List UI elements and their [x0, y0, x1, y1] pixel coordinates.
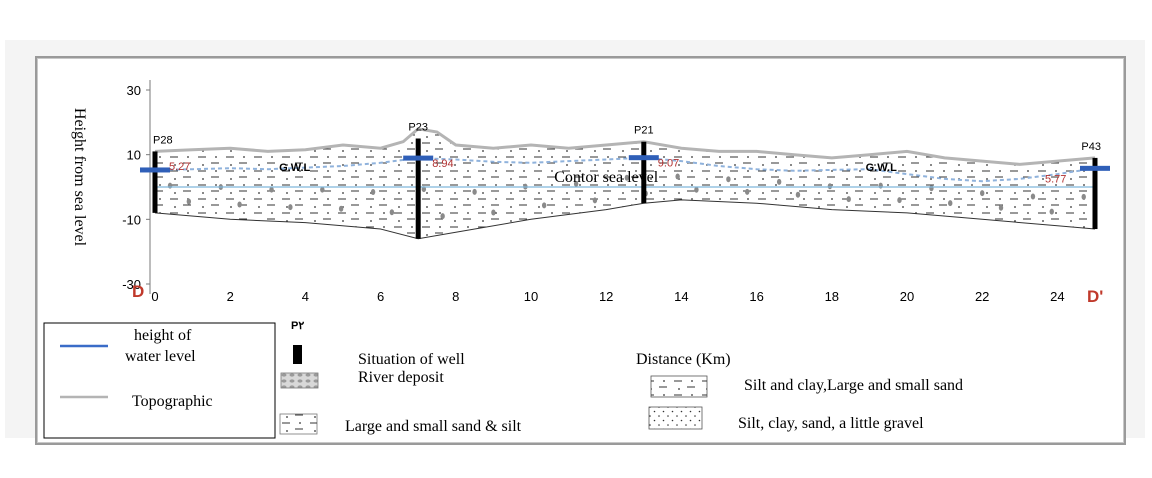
gravel-mark — [541, 202, 547, 209]
gravel-mark — [1049, 208, 1054, 215]
legend-river-deposit-swatch — [280, 372, 319, 389]
legend-well-symbol-label: P٢ — [291, 320, 304, 332]
legend-water-level-label: height of water level — [125, 327, 196, 365]
gravel-mark — [491, 209, 496, 216]
x-tick-label: 6 — [377, 289, 384, 304]
gravel-mark — [1030, 193, 1036, 200]
x-tick-label: 2 — [227, 289, 234, 304]
x-tick-label: 18 — [825, 289, 839, 304]
x-tick-label: 16 — [749, 289, 763, 304]
water-level-line — [154, 156, 1096, 183]
well-p21 — [641, 141, 647, 204]
gravel-mark — [472, 188, 477, 195]
gravel-mark — [237, 201, 242, 208]
gravel-mark — [726, 176, 731, 183]
section-bottom-line — [154, 199, 1096, 240]
topographic-line — [154, 127, 1096, 166]
gravel-mark — [998, 204, 1004, 211]
water-level-value: 5.27 — [169, 161, 190, 173]
gravel-mark — [338, 205, 344, 212]
well-name-label: P28 — [153, 134, 173, 146]
gravel-mark — [980, 190, 985, 197]
gravel-mark — [573, 180, 579, 187]
legend-well-label: Situation of well — [358, 351, 465, 368]
gravel-mark — [370, 189, 376, 196]
section-annotation: Contor sea level — [554, 169, 659, 186]
legend-silt-clay-sand-texture — [651, 376, 707, 397]
well-water-marker — [403, 155, 434, 161]
well-name-label: P21 — [634, 125, 654, 137]
y-tick-label: 30 — [127, 83, 141, 98]
gravel-mark — [897, 197, 902, 204]
y-tick-label: -10 — [122, 212, 141, 227]
gravel-mark — [186, 198, 192, 205]
water-level-value: 5.77 — [1045, 173, 1066, 185]
gravel-mark — [795, 191, 801, 198]
gravel-mark — [675, 173, 680, 180]
x-tick-label: 20 — [900, 289, 914, 304]
gravel-mark — [389, 209, 395, 216]
legend-river-deposit-label: River deposit — [358, 369, 444, 386]
gravel-mark — [269, 186, 274, 193]
legend-sand-silt-texture — [280, 414, 317, 434]
gravel-mark — [929, 185, 934, 192]
gravel-mark — [421, 186, 427, 193]
legend-sand-silt-label: Large and small sand & silt — [345, 418, 522, 435]
gravel-mark — [846, 196, 851, 203]
y-ticks: 30 10 -10 -30 — [122, 83, 150, 292]
x-tick-label: 10 — [524, 289, 538, 304]
section-start-label: D — [132, 282, 144, 301]
gravel-mark — [745, 188, 750, 195]
water-level-value: 9.07 — [658, 158, 679, 170]
well-p43 — [1092, 157, 1098, 230]
x-tick-label: 12 — [599, 289, 613, 304]
gravel-mark — [694, 186, 699, 193]
annotations: G.W.L G.W.L Contor sea level — [279, 162, 897, 186]
y-tick-label: -30 — [122, 277, 141, 292]
well-name-label: P43 — [1081, 141, 1101, 153]
x-tick-label: 4 — [302, 289, 309, 304]
gravel-mark — [948, 200, 953, 207]
x-tick-label: 14 — [674, 289, 688, 304]
gravel-mark — [1081, 193, 1086, 200]
well-water-marker — [1080, 165, 1110, 171]
section-annotation: G.W.L — [279, 162, 310, 174]
gravel-mark — [592, 197, 598, 204]
gravel-mark — [1100, 211, 1104, 217]
x-tick-label: 8 — [452, 289, 459, 304]
legend-silt-clay-sand-label: Silt and clay,Large and small sand — [744, 377, 963, 394]
legend-gravel-texture — [649, 407, 702, 429]
gravel-mark — [320, 186, 325, 193]
x-tick-label: 22 — [975, 289, 989, 304]
wells: P28 5.27 P23 8.94 P21 9.07 P43 5.77 — [140, 122, 1110, 239]
gravel-mark — [827, 183, 833, 190]
legend-gravel-label: Silt, clay, sand, a little gravel — [738, 415, 924, 432]
y-axis-title: Height from sea level — [71, 108, 88, 247]
gravel-mark — [776, 178, 782, 185]
section-end-label: D' — [1087, 287, 1103, 306]
x-axis-title: Distance (Km) — [636, 351, 731, 368]
well-water-marker — [140, 167, 170, 173]
well-name-label: P23 — [408, 122, 428, 134]
x-tick-label: 24 — [1050, 289, 1064, 304]
section-body — [154, 127, 1104, 240]
gravel-mark — [167, 182, 173, 189]
gravel-mark — [288, 204, 293, 211]
well-p28 — [152, 151, 158, 213]
legend-box — [43, 322, 276, 439]
legend-well-symbol — [293, 345, 302, 364]
gravel-mark — [624, 174, 630, 181]
x-ticks: 0 2 4 6 8 10 12 14 16 18 20 22 24 — [151, 289, 1064, 304]
gravel-mark — [440, 213, 445, 220]
y-tick-label: 10 — [127, 148, 141, 163]
legend: height of water level Topographic P٢ Situ… — [43, 320, 963, 439]
x-tick-label: 0 — [151, 289, 158, 304]
gravel-mark — [878, 182, 883, 189]
legend-topographic-label: Topographic — [132, 393, 213, 410]
well-p23 — [415, 138, 421, 239]
section-annotation: G.W.L — [866, 162, 897, 174]
water-level-value: 8.94 — [432, 158, 453, 170]
well-water-marker — [628, 155, 659, 161]
